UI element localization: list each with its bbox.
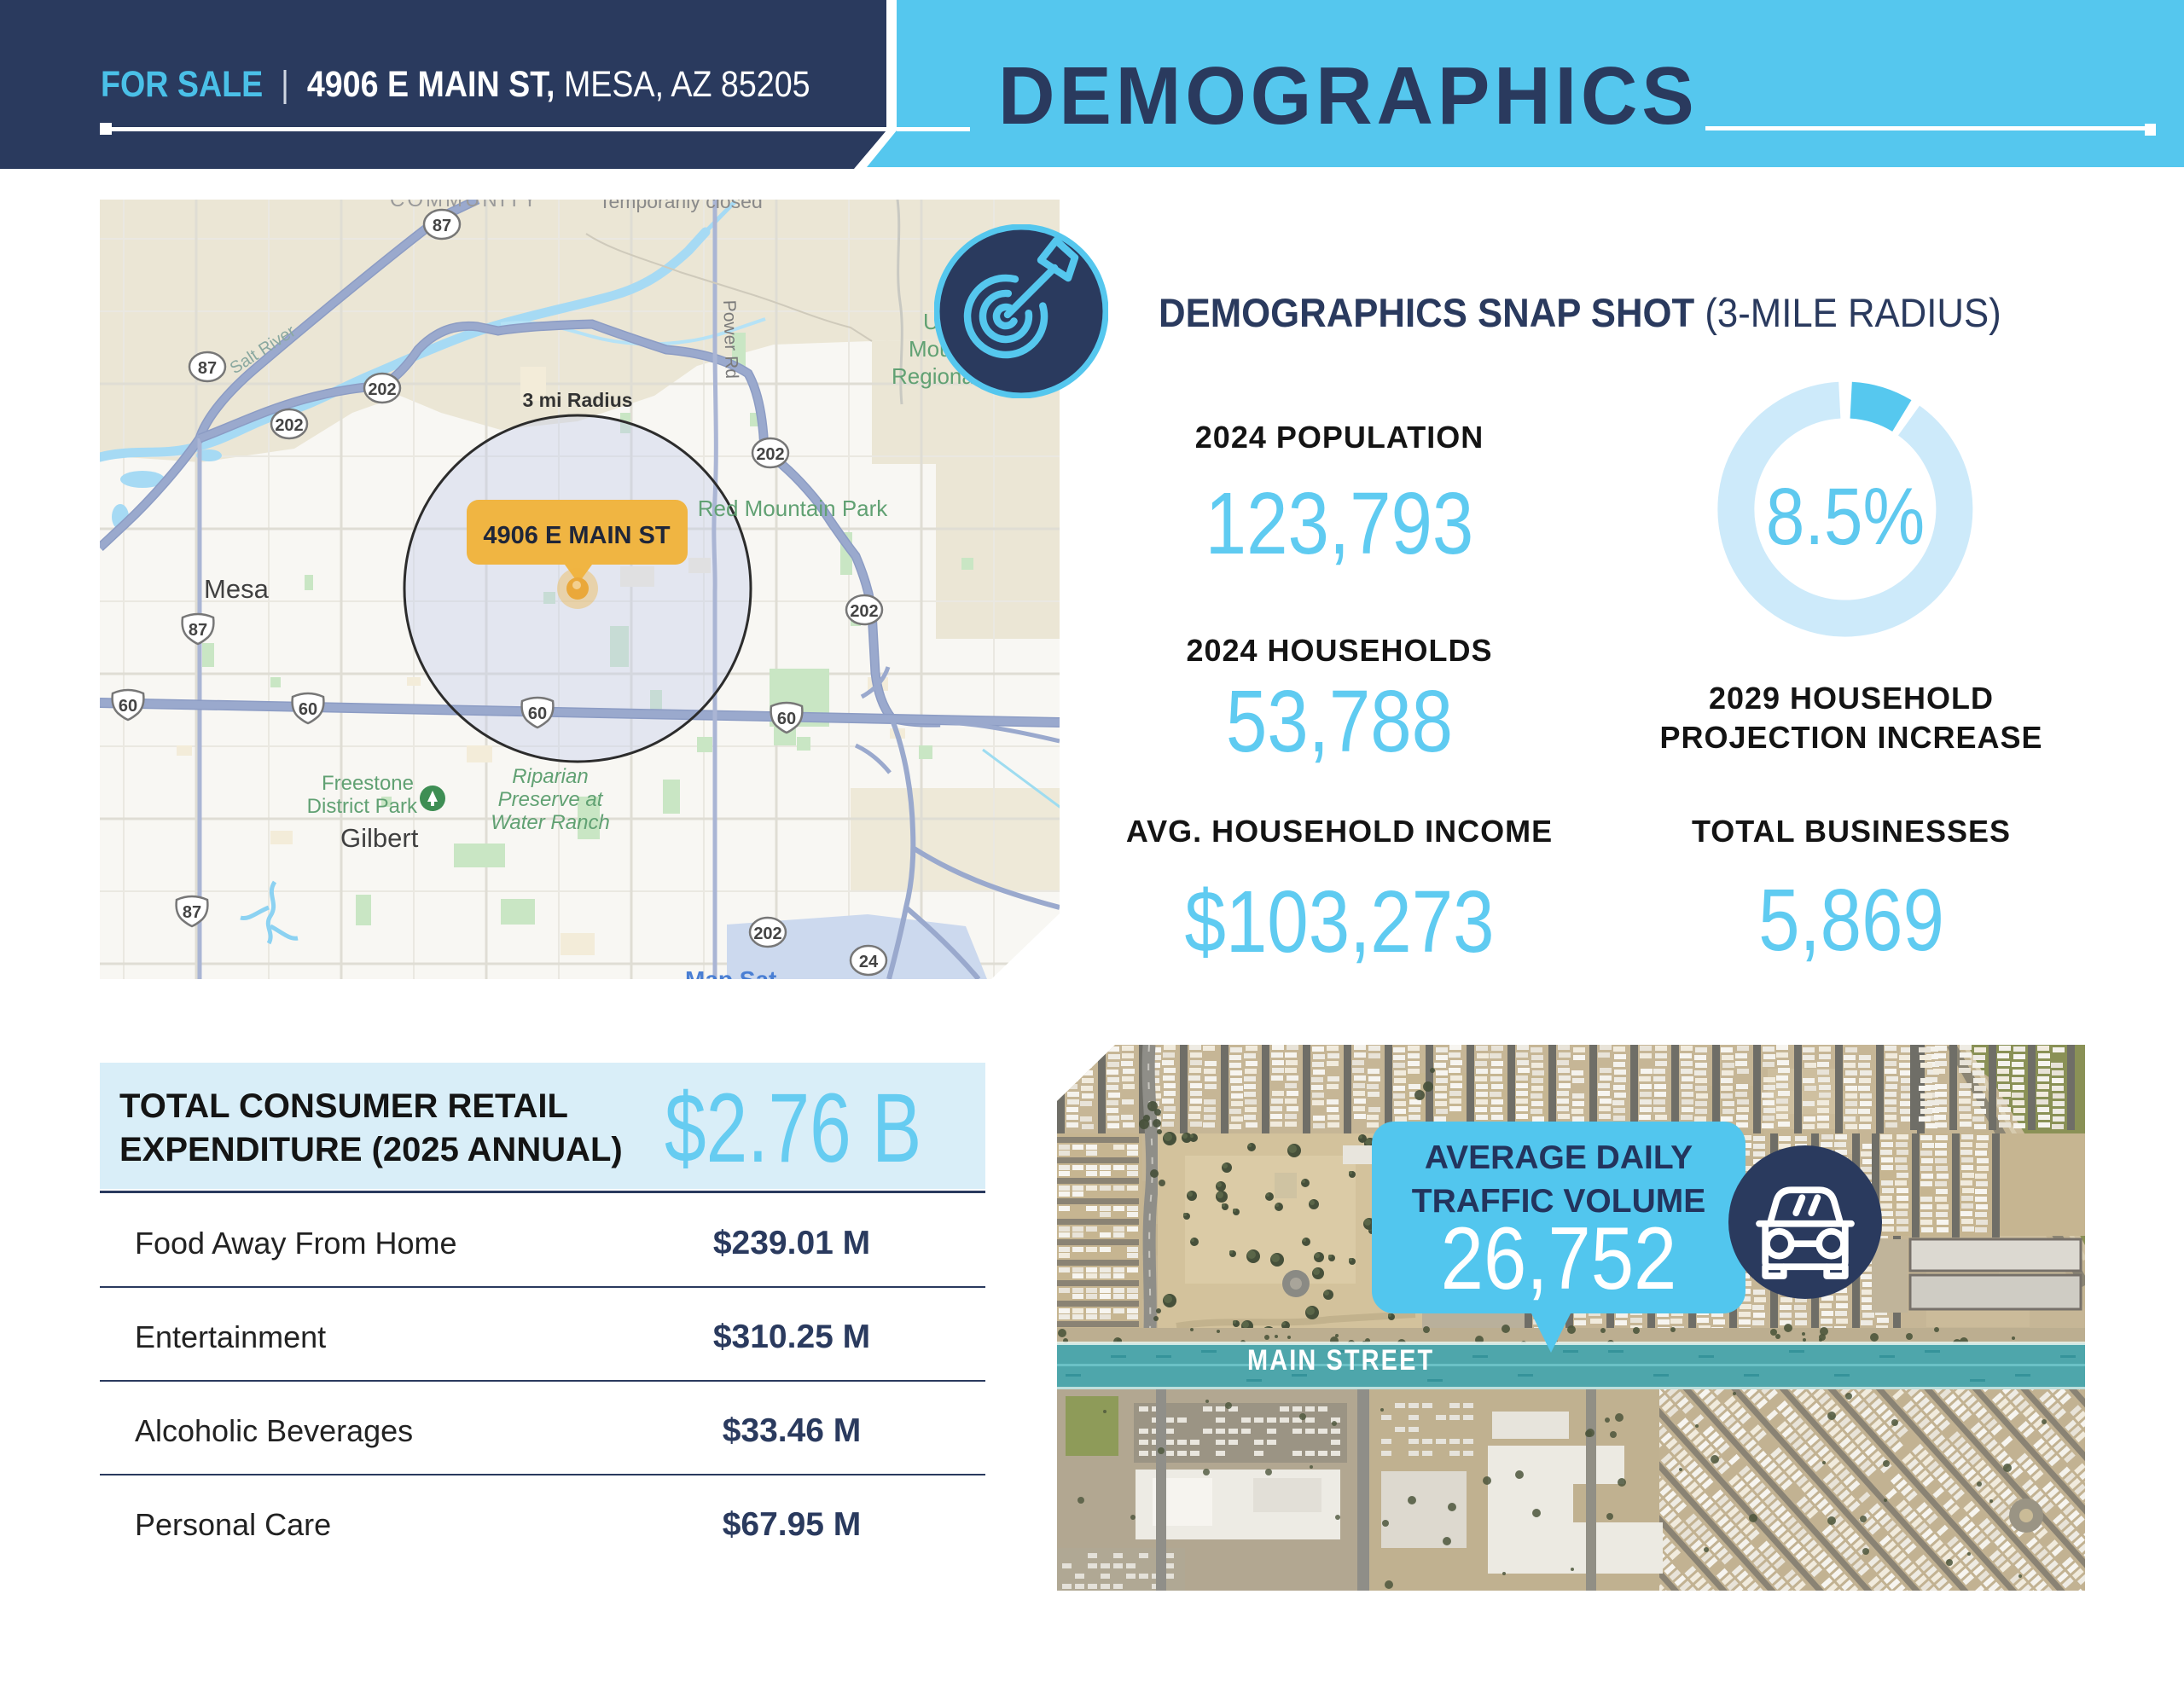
svg-text:3 mi Radius: 3 mi Radius [522,389,632,411]
svg-text:60: 60 [299,700,317,719]
svg-text:24: 24 [859,953,879,971]
svg-text:Gilbert: Gilbert [340,823,419,853]
svg-text:Preserve at: Preserve at [498,788,604,811]
svg-text:Red Mountain Park: Red Mountain Park [698,496,889,521]
svg-text:District Park: District Park [307,795,418,818]
svg-text:60: 60 [528,704,547,723]
svg-text:Water Ranch: Water Ranch [491,811,610,834]
svg-text:202: 202 [275,416,303,435]
svg-text:Power Rd: Power Rd [719,299,741,379]
svg-text:202: 202 [368,380,396,399]
svg-text:202: 202 [753,925,781,943]
svg-text:Mesa: Mesa [204,574,270,604]
svg-text:Freestone: Freestone [322,772,414,795]
svg-text:202: 202 [850,602,878,621]
svg-text:60: 60 [119,697,137,716]
svg-text:COMMUNITY: COMMUNITY [390,200,539,212]
svg-text:Temporarily closed: Temporarily closed [599,200,763,212]
svg-text:Riparian: Riparian [512,765,588,788]
svg-text:60: 60 [777,710,796,728]
svg-text:87: 87 [433,217,451,235]
svg-text:4906 E MAIN ST: 4906 E MAIN ST [483,522,670,549]
svg-text:87: 87 [198,359,217,378]
svg-text:87: 87 [189,621,207,640]
svg-text:Map Sat: Map Sat [685,966,776,979]
svg-text:8.5%: 8.5% [1766,471,1925,561]
svg-text:87: 87 [183,903,201,922]
svg-text:202: 202 [756,445,784,464]
